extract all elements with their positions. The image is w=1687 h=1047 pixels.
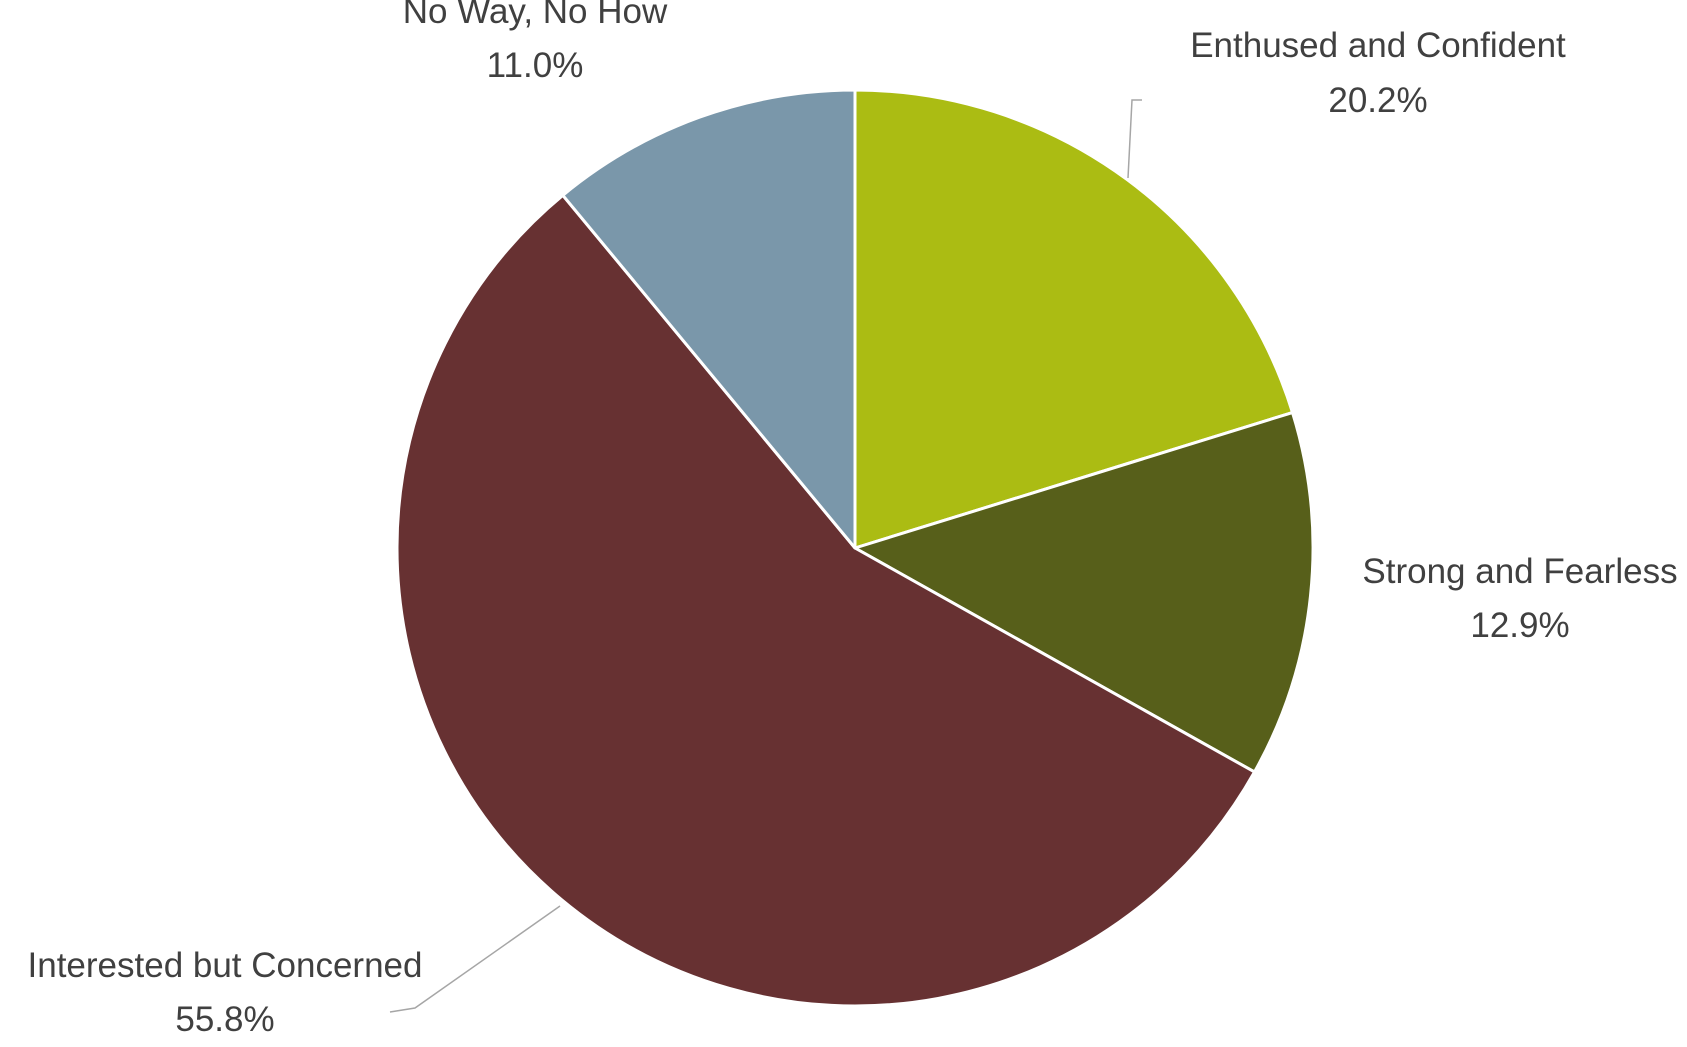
slice-value-enthused-and-confident: 20.2%	[1328, 81, 1427, 120]
slice-interested-but-concerned	[395, 193, 1256, 1008]
leader-lines	[389, 99, 1142, 1013]
slice-label-strong-and-fearless: Strong and Fearless	[1362, 552, 1677, 591]
leader-line-enthused-and-confident	[1127, 99, 1142, 179]
slice-label-enthused-and-confident: Enthused and Confident	[1190, 26, 1566, 65]
pie-slices	[395, 88, 1315, 1008]
slice-strong-and-fearless	[853, 411, 1315, 774]
slice-no-way-no-how	[561, 88, 857, 550]
leader-line-interested-but-concerned	[389, 905, 561, 1013]
slice-label-interested-but-concerned: Interested but Concerned	[28, 946, 423, 985]
slice-enthused-and-confident	[853, 88, 1294, 550]
slice-label-no-way-no-how: No Way, No How	[403, 0, 668, 31]
slice-value-no-way-no-how: 11.0%	[487, 46, 584, 85]
slice-value-interested-but-concerned: 55.8%	[175, 1000, 274, 1039]
slice-labels: Enthused and Confident 20.2% Strong and Fe…	[28, 0, 1678, 1039]
slice-value-strong-and-fearless: 12.9%	[1470, 606, 1569, 645]
